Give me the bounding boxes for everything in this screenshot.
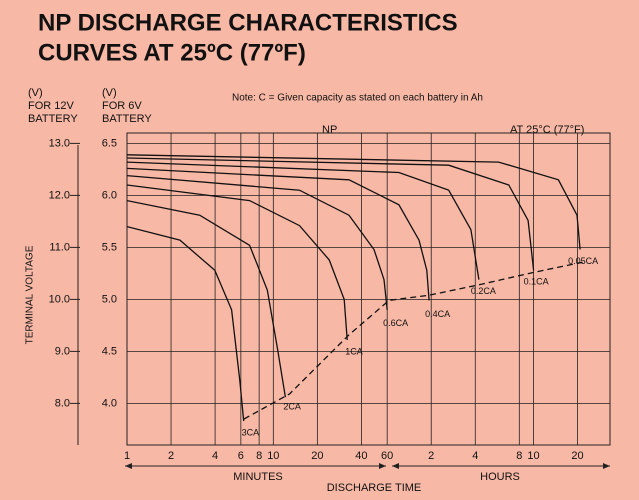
y2-header: BATTERY: [28, 113, 78, 125]
y-axis-title: TERMINAL VOLTAGE: [25, 245, 36, 344]
curve-label: 0.6CA: [383, 318, 408, 328]
curve-label: 2CA: [283, 402, 301, 412]
y-tick-label: 4.0: [102, 397, 117, 409]
curve-label: 0.1CA: [524, 277, 549, 287]
curve-label: 0.4CA: [425, 309, 450, 319]
y-tick-label: 5.5: [102, 241, 117, 253]
discharge-curve: [126, 157, 535, 271]
x-tick-label: 6: [238, 450, 244, 462]
plot-frame: [126, 132, 611, 446]
x-tick-label: 8: [516, 450, 522, 462]
y2-tick-label: 9.0: [55, 345, 70, 357]
y-tick-label: 5.0: [102, 293, 117, 305]
y2-tick-label: 8.0: [55, 397, 70, 409]
discharge-curve: [126, 184, 348, 341]
discharge-curve: [126, 199, 287, 398]
y-tick-label: 6.0: [102, 189, 117, 201]
x-tick-label: 1: [124, 450, 130, 462]
hours-label: HOURS: [480, 471, 520, 483]
chart-label: NP: [322, 124, 337, 136]
y-header: FOR 6V: [102, 100, 142, 112]
x-tick-label: 60: [381, 450, 393, 462]
note: Note: C = Given capacity as stated on ea…: [232, 93, 483, 104]
x-tick-label: 2: [168, 450, 174, 462]
end-voltage-line: [243, 261, 584, 420]
x-tick-label: 4: [212, 450, 218, 462]
y-header: (V): [102, 87, 117, 99]
y2-header: (V): [28, 87, 43, 99]
minutes-label: MINUTES: [233, 471, 283, 483]
y-tick-label: 4.5: [102, 345, 117, 357]
temperature-label: AT 25°C (77°F): [510, 124, 584, 136]
curve-label: 0.2CA: [471, 286, 496, 296]
curve-label: 1CA: [345, 346, 363, 356]
discharge-curve: [126, 174, 388, 310]
y2-tick-label: 10.0: [49, 293, 70, 305]
x-tick-label: 2: [428, 450, 434, 462]
x-tick-label: 40: [355, 450, 367, 462]
curve-label: 0.05CA: [568, 256, 598, 266]
y-header: BATTERY: [102, 113, 152, 125]
discharge-curve: [126, 167, 430, 301]
x-tick-label: 10: [527, 450, 539, 462]
y2-tick-label: 12.0: [49, 189, 70, 201]
x-tick-label: 10: [267, 450, 279, 462]
discharge-curve: [126, 161, 480, 280]
x-tick-label: 20: [311, 450, 323, 462]
chart-subtitle: CURVES AT 25ºC (77ºF): [38, 39, 306, 66]
discharge-curve: [126, 225, 245, 422]
discharge-curve: [126, 154, 581, 250]
x-tick-label: 20: [571, 450, 583, 462]
x-axis-title: DISCHARGE TIME: [327, 482, 422, 494]
x-tick-label: 4: [472, 450, 478, 462]
y2-header: FOR 12V: [28, 100, 75, 112]
y-tick-label: 6.5: [102, 137, 117, 149]
y2-tick-label: 13.0: [49, 137, 70, 149]
x-tick-label: 8: [256, 450, 262, 462]
curve-label: 3CA: [242, 427, 260, 437]
y2-tick-label: 11.0: [49, 241, 70, 253]
chart-title: NP DISCHARGE CHARACTERISTICS: [38, 9, 458, 36]
